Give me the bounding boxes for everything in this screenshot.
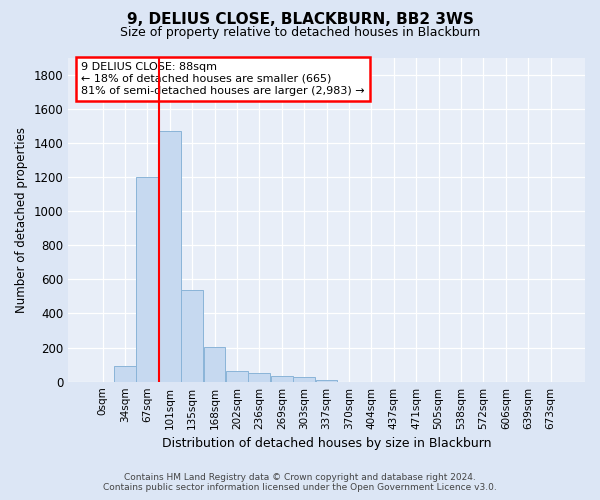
Bar (181, 290, 203, 382)
Bar (203, 346, 226, 382)
Bar (316, 380, 337, 382)
Bar (293, 377, 315, 382)
Bar (226, 370, 248, 382)
Bar (136, 177, 158, 382)
Bar (114, 366, 136, 382)
Text: 9 DELIUS CLOSE: 88sqm
← 18% of detached houses are smaller (665)
81% of semi-det: 9 DELIUS CLOSE: 88sqm ← 18% of detached … (81, 62, 365, 96)
Y-axis label: Number of detached properties: Number of detached properties (15, 126, 28, 312)
Text: 9, DELIUS CLOSE, BLACKBURN, BB2 3WS: 9, DELIUS CLOSE, BLACKBURN, BB2 3WS (127, 12, 473, 28)
Bar (159, 131, 181, 382)
Bar (271, 376, 293, 382)
Text: Contains HM Land Registry data © Crown copyright and database right 2024.
Contai: Contains HM Land Registry data © Crown c… (103, 473, 497, 492)
Bar (248, 374, 270, 382)
X-axis label: Distribution of detached houses by size in Blackburn: Distribution of detached houses by size … (162, 437, 491, 450)
Text: Size of property relative to detached houses in Blackburn: Size of property relative to detached ho… (120, 26, 480, 39)
